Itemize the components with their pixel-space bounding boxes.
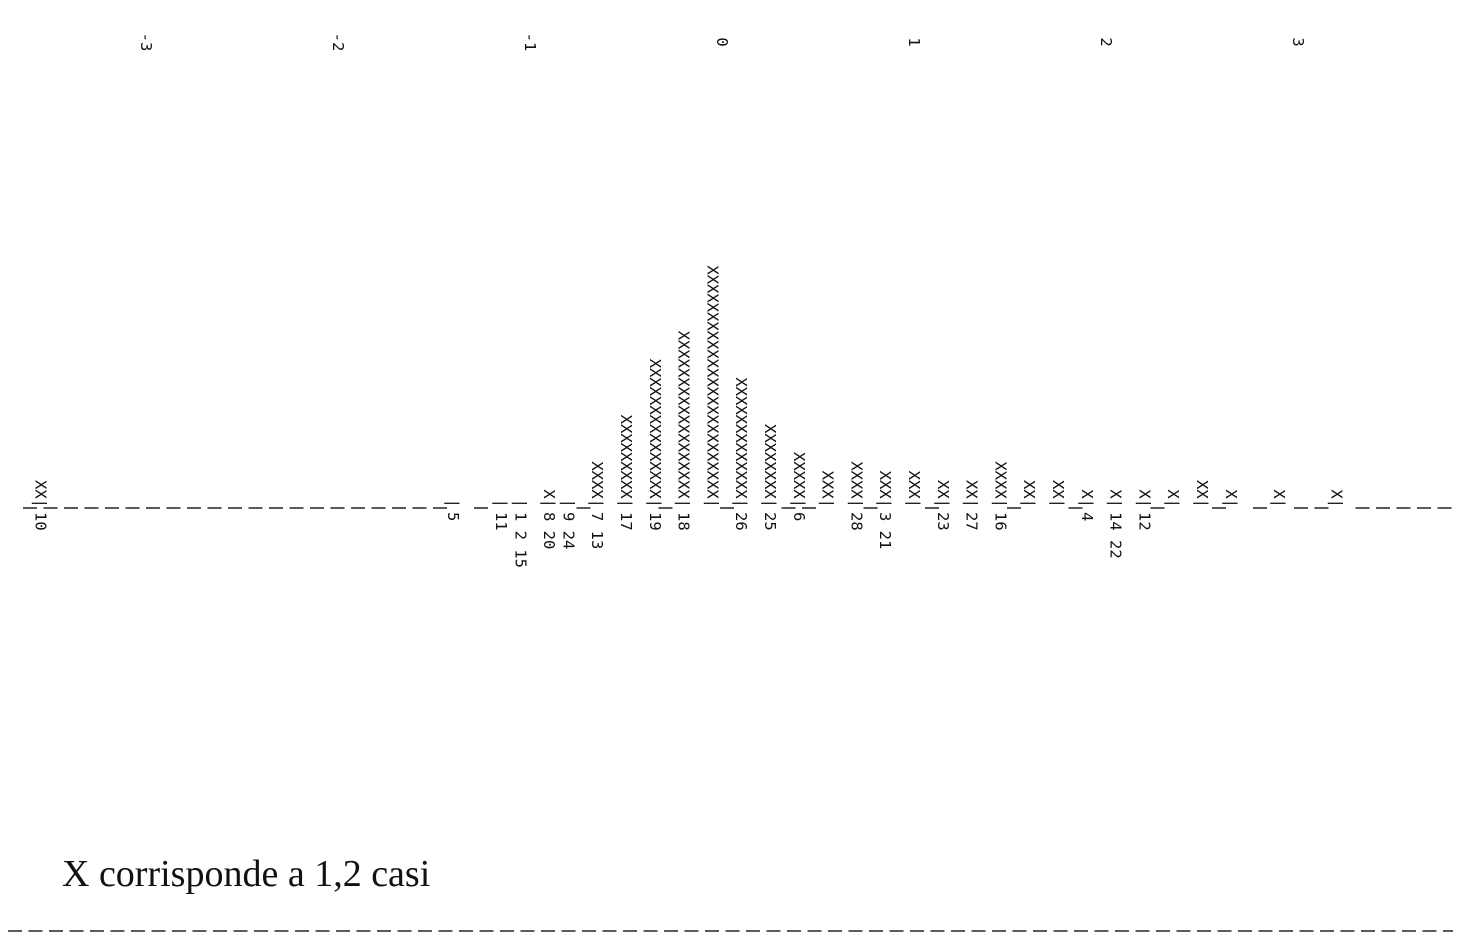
case-label: 26 [732,512,750,531]
histogram-bar: X| [1078,489,1096,508]
histogram-bar: XXX| [876,471,894,508]
case-label: 5 [444,512,462,521]
case-label: 11 [492,512,510,531]
histogram-bar: X| [1107,489,1125,508]
histogram-bar: XXX| [905,471,923,508]
case-label: 17 [617,512,635,531]
case-label: 18 [675,512,693,531]
tick-label: 2 [1097,37,1115,46]
case-label: 8 20 [540,512,558,549]
histogram-bar: XXXX| [588,461,606,508]
case-label: 23 [934,512,952,531]
case-label: 7 13 [588,512,606,549]
histogram-bar: XXXXXXXXX| [617,415,635,508]
histogram-bar: XX| [1020,480,1038,508]
histogram-bar: XXXXX| [790,452,808,508]
histogram-bar: X| [1135,489,1153,508]
case-label: 9 24 [559,512,577,549]
histogram-bar: X| [1327,489,1345,508]
histogram-bar: | [559,499,577,508]
case-label: 25 [761,512,779,531]
case-label: 16 [991,512,1009,531]
legend-caption: X corrisponde a 1,2 casi [62,853,431,895]
histogram-bar: XX| [934,480,952,508]
histogram-bar: XXXX| [991,461,1009,508]
histogram-bar: | [444,499,462,508]
tick-label: -3 [137,33,155,52]
case-label: 4 [1078,512,1096,521]
histogram-bar: X| [1270,489,1288,508]
histogram-bar: X| [1164,489,1182,508]
case-label: 1 2 15 [511,512,529,568]
case-labels: 10 5 11 1 2 15 8 20 9 24 7 13 17 19 18 26 25 6 28 3 21… [31,512,1153,568]
case-label: 3 21 [876,512,894,549]
case-label: 10 [31,512,49,531]
histogram-bar: | [492,499,510,508]
axis-ticks: -3 -2 -1 0 1 2 3 [137,33,1307,52]
histogram-bar: XXXXXXXXXXXXXXX| [646,359,664,508]
histogram-bar: XXX| [819,471,837,508]
bars: XX| | | | X| | XXXX| XXXXXXXXX| XXXXXXXXXXXXXXX|… [31,265,1345,508]
bottom-divider [8,930,1453,932]
case-label: 14 22 [1107,512,1125,559]
case-label: 19 [646,512,664,531]
histogram-bar: XX| [963,480,981,508]
histogram-bar: XX| [1193,480,1211,508]
case-label: 27 [963,512,981,531]
histogram-bar: X| [1222,489,1240,508]
tick-label: 1 [905,37,923,46]
histogram-bar: | [511,499,529,508]
tick-label: -1 [521,33,539,52]
tick-label: 0 [713,37,731,46]
histogram-bar: XX| [1049,480,1067,508]
case-label: 12 [1135,512,1153,531]
histogram-bar: XXXXXXXXXXXXXXXXXXXXXXXXX| [703,265,721,508]
tick-label: 3 [1289,37,1307,46]
histogram-bar: XXXX| [847,461,865,508]
histogram-bar: XXXXXXXXXXXXXXXXXX| [675,331,693,508]
tick-label: -2 [329,33,347,52]
histogram-bar: XXXXXXXX| [761,424,779,508]
histogram-bar: X| [540,489,558,508]
case-label: 28 [847,512,865,531]
histogram-bar: XX| [31,480,49,508]
case-label: 6 [790,512,808,521]
histogram-bar: XXXXXXXXXXXXX| [732,377,750,508]
